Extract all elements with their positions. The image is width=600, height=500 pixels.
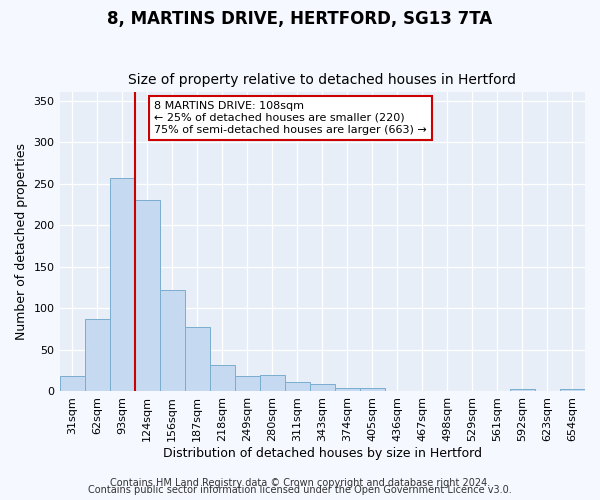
- Text: Contains public sector information licensed under the Open Government Licence v3: Contains public sector information licen…: [88, 485, 512, 495]
- Bar: [160, 290, 185, 392]
- Text: Contains HM Land Registry data © Crown copyright and database right 2024.: Contains HM Land Registry data © Crown c…: [110, 478, 490, 488]
- Bar: [185, 328, 209, 392]
- Bar: [560, 389, 585, 392]
- Bar: [235, 376, 260, 392]
- Bar: [510, 389, 535, 392]
- Bar: [310, 384, 335, 392]
- Title: Size of property relative to detached houses in Hertford: Size of property relative to detached ho…: [128, 73, 516, 87]
- Text: 8 MARTINS DRIVE: 108sqm
← 25% of detached houses are smaller (220)
75% of semi-d: 8 MARTINS DRIVE: 108sqm ← 25% of detache…: [154, 102, 427, 134]
- Text: 8, MARTINS DRIVE, HERTFORD, SG13 7TA: 8, MARTINS DRIVE, HERTFORD, SG13 7TA: [107, 10, 493, 28]
- X-axis label: Distribution of detached houses by size in Hertford: Distribution of detached houses by size …: [163, 447, 482, 460]
- Bar: [335, 388, 360, 392]
- Bar: [385, 390, 410, 392]
- Bar: [285, 382, 310, 392]
- Bar: [59, 376, 85, 392]
- Bar: [85, 319, 110, 392]
- Bar: [435, 390, 460, 392]
- Bar: [110, 178, 134, 392]
- Bar: [410, 390, 435, 392]
- Bar: [260, 375, 285, 392]
- Y-axis label: Number of detached properties: Number of detached properties: [15, 144, 28, 340]
- Bar: [360, 388, 385, 392]
- Bar: [209, 365, 235, 392]
- Bar: [134, 200, 160, 392]
